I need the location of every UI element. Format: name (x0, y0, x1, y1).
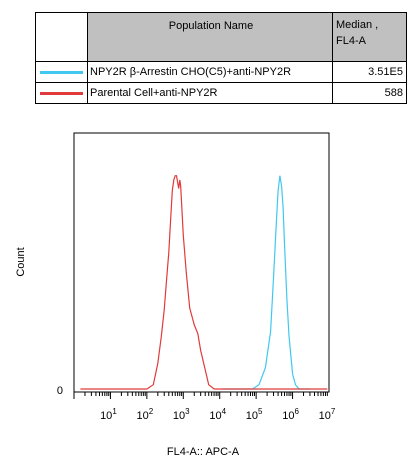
x-tick-label: 103 (173, 407, 190, 422)
x-tick-exponent: 3 (185, 407, 190, 416)
legend-row-name: NPY2R β-Arrestin CHO(C5)+anti-NPY2R (87, 61, 333, 83)
x-tick-label: 101 (100, 407, 117, 422)
y-axis-label: Count (15, 247, 27, 276)
legend-swatch (35, 82, 88, 104)
x-tick-exponent: 5 (258, 407, 263, 416)
legend-row: NPY2R β-Arrestin CHO(C5)+anti-NPY2R 3.51… (35, 61, 407, 83)
histogram-series-line (222, 175, 310, 390)
legend-header-blank (35, 12, 88, 62)
legend-swatch-line (40, 91, 83, 95)
legend-row: Parental Cell+anti-NPY2R 588 (35, 82, 407, 104)
y-tick-label: 0 (57, 385, 63, 397)
legend-header-median-line1: Median , (336, 19, 379, 31)
x-tick-label: 107 (319, 407, 336, 422)
x-tick-label: 106 (282, 407, 299, 422)
x-tick-label: 105 (246, 407, 263, 422)
legend-header-median-line2: FL4-A (336, 35, 366, 47)
x-tick-exponent: 2 (149, 407, 154, 416)
legend-swatch-line (40, 70, 83, 74)
legend-row-name: Parental Cell+anti-NPY2R (87, 82, 333, 104)
x-tick-label: 102 (137, 407, 154, 422)
x-tick-exponent: 6 (294, 407, 299, 416)
plot-marks (80, 175, 328, 390)
x-tick-label: 104 (209, 407, 226, 422)
x-axis-ticks: 101 102 103 104 105 106 107 (73, 392, 336, 422)
x-tick-exponent: 4 (222, 407, 227, 416)
x-axis-label: FL4-A:: APC-A (167, 446, 240, 458)
legend-table: Population Name Median , FL4-A NPY2R β-Ar… (35, 12, 407, 104)
x-tick-exponent: 1 (112, 407, 117, 416)
legend-header-row: Population Name Median , FL4-A (35, 12, 407, 62)
legend-header-name: Population Name (87, 12, 333, 62)
legend-header-median: Median , FL4-A (332, 12, 407, 62)
x-tick-exponent: 7 (331, 407, 336, 416)
plot-frame (73, 132, 330, 393)
legend-row-median: 588 (332, 82, 407, 104)
histogram-series-line (80, 175, 328, 390)
